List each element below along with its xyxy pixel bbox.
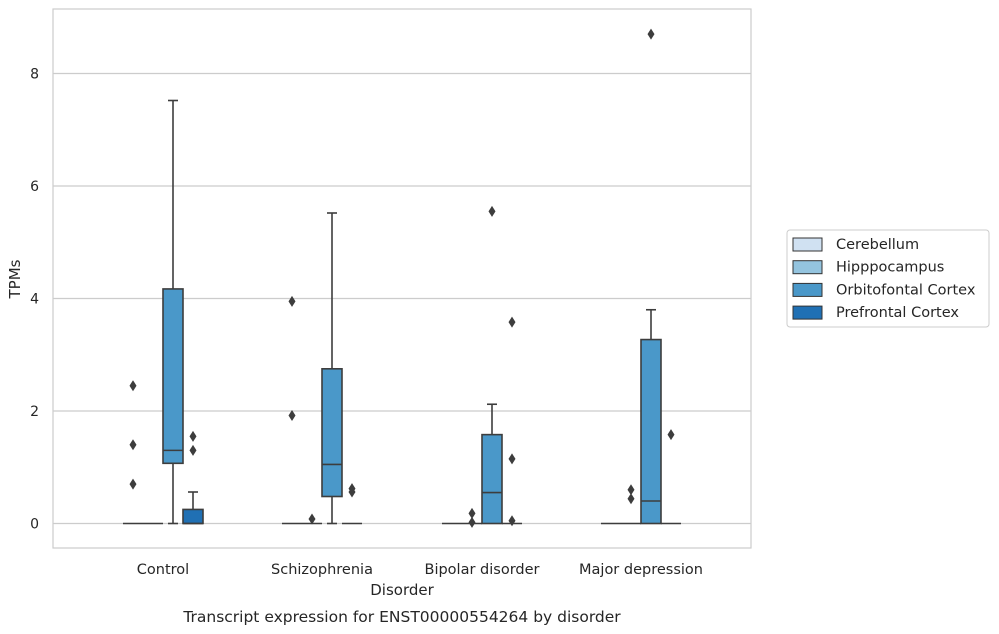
x-tick-label: Schizophrenia xyxy=(271,562,373,578)
box-orbitofontal-cortex xyxy=(162,99,184,525)
box-plots xyxy=(123,28,681,528)
outlier-point xyxy=(667,429,675,441)
y-axis-label: TPMs xyxy=(6,259,24,299)
box-hipppocampus xyxy=(462,507,482,528)
box-hipppocampus xyxy=(621,484,641,525)
outlier-point xyxy=(129,380,137,392)
outlier-point xyxy=(627,493,635,505)
legend-label: Prefrontal Cortex xyxy=(836,305,959,321)
outlier-point xyxy=(488,205,496,217)
chart-title: Transcript expression for ENST0000055426… xyxy=(182,608,621,626)
plot-frame xyxy=(52,8,752,549)
y-tick-label: 6 xyxy=(30,179,39,195)
outlier-point xyxy=(508,453,516,465)
outlier-point xyxy=(129,478,137,490)
outlier-point xyxy=(647,28,655,40)
box-prefrontal-cortex xyxy=(661,429,681,525)
box-prefrontal-cortex xyxy=(342,483,362,525)
box xyxy=(321,368,343,498)
outlier-point xyxy=(348,486,356,498)
x-axis-label: Disorder xyxy=(370,581,434,599)
x-tick-label: Major depression xyxy=(579,562,703,578)
legend-swatch xyxy=(792,237,823,252)
outlier-point xyxy=(508,515,516,527)
outlier-point xyxy=(288,295,296,307)
box xyxy=(640,338,662,525)
legend-swatch xyxy=(792,282,823,297)
box-orbitofontal-cortex xyxy=(640,28,662,525)
x-tick-label: Control xyxy=(137,562,189,578)
legend-swatch xyxy=(792,260,823,275)
box-orbitofontal-cortex xyxy=(481,205,503,525)
box-orbitofontal-cortex xyxy=(321,212,343,525)
outlier-point xyxy=(129,439,137,451)
y-tick-label: 0 xyxy=(30,517,39,533)
box-prefrontal-cortex xyxy=(182,430,204,525)
box xyxy=(182,508,204,525)
outlier-point xyxy=(508,316,516,328)
box-hipppocampus xyxy=(302,513,322,525)
box xyxy=(162,288,184,465)
y-tick-label: 8 xyxy=(30,67,39,83)
y-tick-labels: 0 2 4 6 8 xyxy=(30,67,39,533)
x-tick-labels: Control Schizophrenia Bipolar disorder Majo… xyxy=(137,562,703,578)
outlier-point xyxy=(189,444,197,456)
box xyxy=(481,433,503,525)
y-tick-label: 2 xyxy=(30,404,39,420)
legend: Cerebellum Hipppocampus Orbitofontal Corte… xyxy=(786,229,990,328)
outlier-point xyxy=(627,484,635,496)
y-tick-label: 4 xyxy=(30,292,39,308)
box-prefrontal-cortex xyxy=(502,316,522,527)
legend-label: Hipppocampus xyxy=(836,260,944,276)
outlier-point xyxy=(468,516,476,528)
legend-swatch xyxy=(792,305,823,320)
outlier-point xyxy=(288,410,296,421)
box-cerebellum xyxy=(123,380,143,525)
outlier-point xyxy=(189,430,197,442)
legend-label: Cerebellum xyxy=(836,237,919,253)
legend-frame xyxy=(786,229,990,328)
outlier-point xyxy=(468,507,476,519)
x-tick-label: Bipolar disorder xyxy=(425,562,540,578)
legend-label: Orbitofontal Cortex xyxy=(836,282,976,298)
box-cerebellum xyxy=(282,295,302,525)
outlier-point xyxy=(308,513,316,525)
